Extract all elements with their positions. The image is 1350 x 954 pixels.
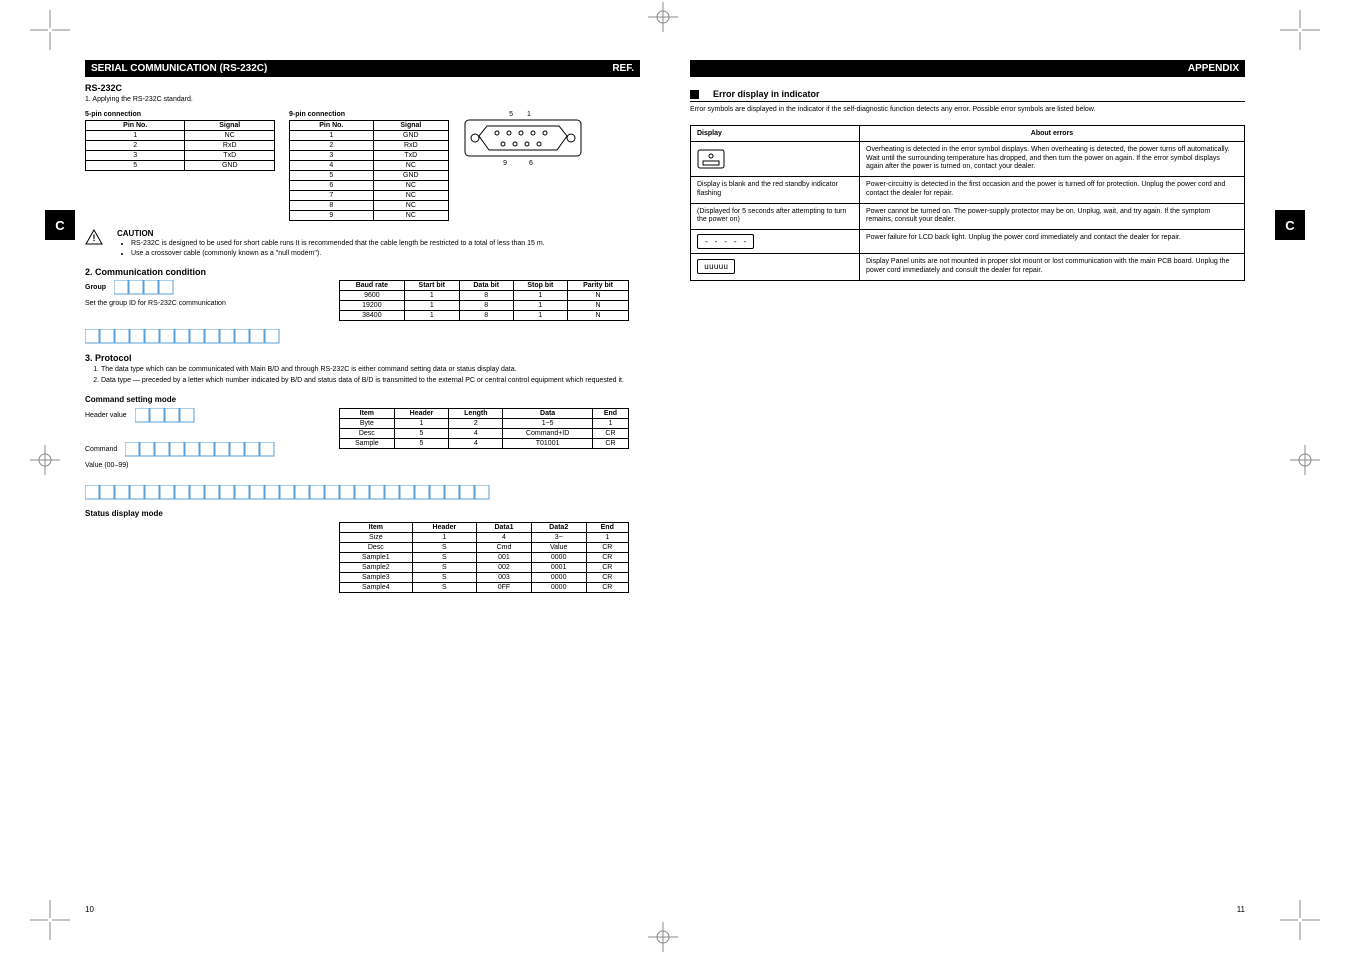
uuuuu-icon: uuuuu	[697, 259, 735, 274]
heading-rs232c: RS-232C	[85, 83, 640, 93]
heading-setcmd: Command setting mode	[85, 395, 640, 404]
section-ref: APPENDIX	[1188, 63, 1239, 74]
caution-list: RS-232C is designed to be used for short…	[131, 240, 640, 260]
heading-status: Status display mode	[85, 509, 640, 518]
set-cmd-label: Command	[85, 446, 117, 455]
register-mark	[1290, 445, 1320, 475]
register-mark	[648, 922, 678, 952]
thumb-tab: C	[45, 210, 75, 240]
caution-label: CAUTION	[117, 229, 640, 238]
comm-group-block: Group Set the group ID for RS-232C commu…	[85, 280, 325, 347]
svg-text:!: !	[93, 233, 96, 243]
intro-text: 1. Applying the RS-232C standard.	[85, 96, 640, 105]
sub-heading: Error display in indicator	[713, 89, 820, 99]
set-boxes-4	[135, 408, 195, 424]
left-page: SERIAL COMMUNICATION (RS-232C) REF. RS-2…	[85, 60, 640, 593]
error-panel: DisplayAbout errorsOverheating is detect…	[690, 125, 1245, 281]
section-title: SERIAL COMMUNICATION (RS-232C)	[91, 63, 267, 74]
long-boxes	[85, 485, 505, 501]
pin5-caption: 5-pin connection	[85, 111, 275, 120]
dashes-icon: - - - - -	[697, 234, 754, 249]
set-table: ItemHeaderLengthDataEndByte121~51Desc54C…	[339, 408, 629, 449]
crop-mark	[30, 900, 70, 940]
group-boxes	[114, 280, 174, 296]
pin5-table: Pin No.Signal1NC2RxD3TxD5GND	[85, 120, 275, 171]
section-bar: APPENDIX	[690, 60, 1245, 77]
register-mark	[648, 2, 678, 32]
group-desc: Set the group ID for RS-232C communicati…	[85, 300, 325, 309]
section-ref: REF.	[612, 63, 634, 74]
status-table: ItemHeaderData1Data2EndSize143~1DescSCmd…	[339, 522, 629, 593]
crop-mark	[30, 10, 70, 50]
sub-intro: Error symbols are displayed in the indic…	[690, 106, 1245, 115]
heading-protocol: 3. Protocol	[85, 353, 640, 363]
lcd-error-icon	[697, 149, 725, 169]
page-number: 10	[85, 905, 94, 914]
db9-diagram: 5 1 9 6	[463, 111, 583, 167]
set-header-label: Header value	[85, 412, 127, 421]
pin5-block: 5-pin connection Pin No.Signal1NC2RxD3Tx…	[85, 111, 275, 171]
section-bar: SERIAL COMMUNICATION (RS-232C) REF.	[85, 60, 640, 77]
bullet-icon	[690, 90, 699, 99]
set-boxes-10	[125, 442, 275, 458]
db9-connector-icon	[463, 118, 583, 158]
pin9-table: Pin No.Signal1GND2RxD3TxD4NC5GND6NC7NC8N…	[289, 120, 449, 221]
value-boxes-long	[85, 329, 295, 345]
set-left-block: Header value Command Value (00–99)	[85, 408, 325, 471]
crop-mark	[1280, 10, 1320, 50]
set-value-range: Value (00–99)	[85, 462, 325, 471]
group-label: Group	[85, 284, 106, 293]
warning-icon: !	[85, 229, 103, 245]
pin9-caption: 9-pin connection	[289, 111, 449, 120]
register-mark	[30, 445, 60, 475]
crop-mark	[1280, 900, 1320, 940]
thumb-tab: C	[1275, 210, 1305, 240]
db9-labels-top: 5 1	[463, 111, 583, 118]
db9-labels-bottom: 9 6	[463, 160, 583, 167]
right-page: APPENDIX Error display in indicator Erro…	[690, 60, 1245, 281]
comm-table: Baud rateStart bitData bitStop bitParity…	[339, 280, 629, 321]
page-number: 11	[690, 905, 1245, 914]
protocol-list: The data type which can be communicated …	[101, 366, 640, 386]
pin9-block: 9-pin connection Pin No.Signal1GND2RxD3T…	[289, 111, 449, 221]
heading-comm: 2. Communication condition	[85, 267, 640, 277]
